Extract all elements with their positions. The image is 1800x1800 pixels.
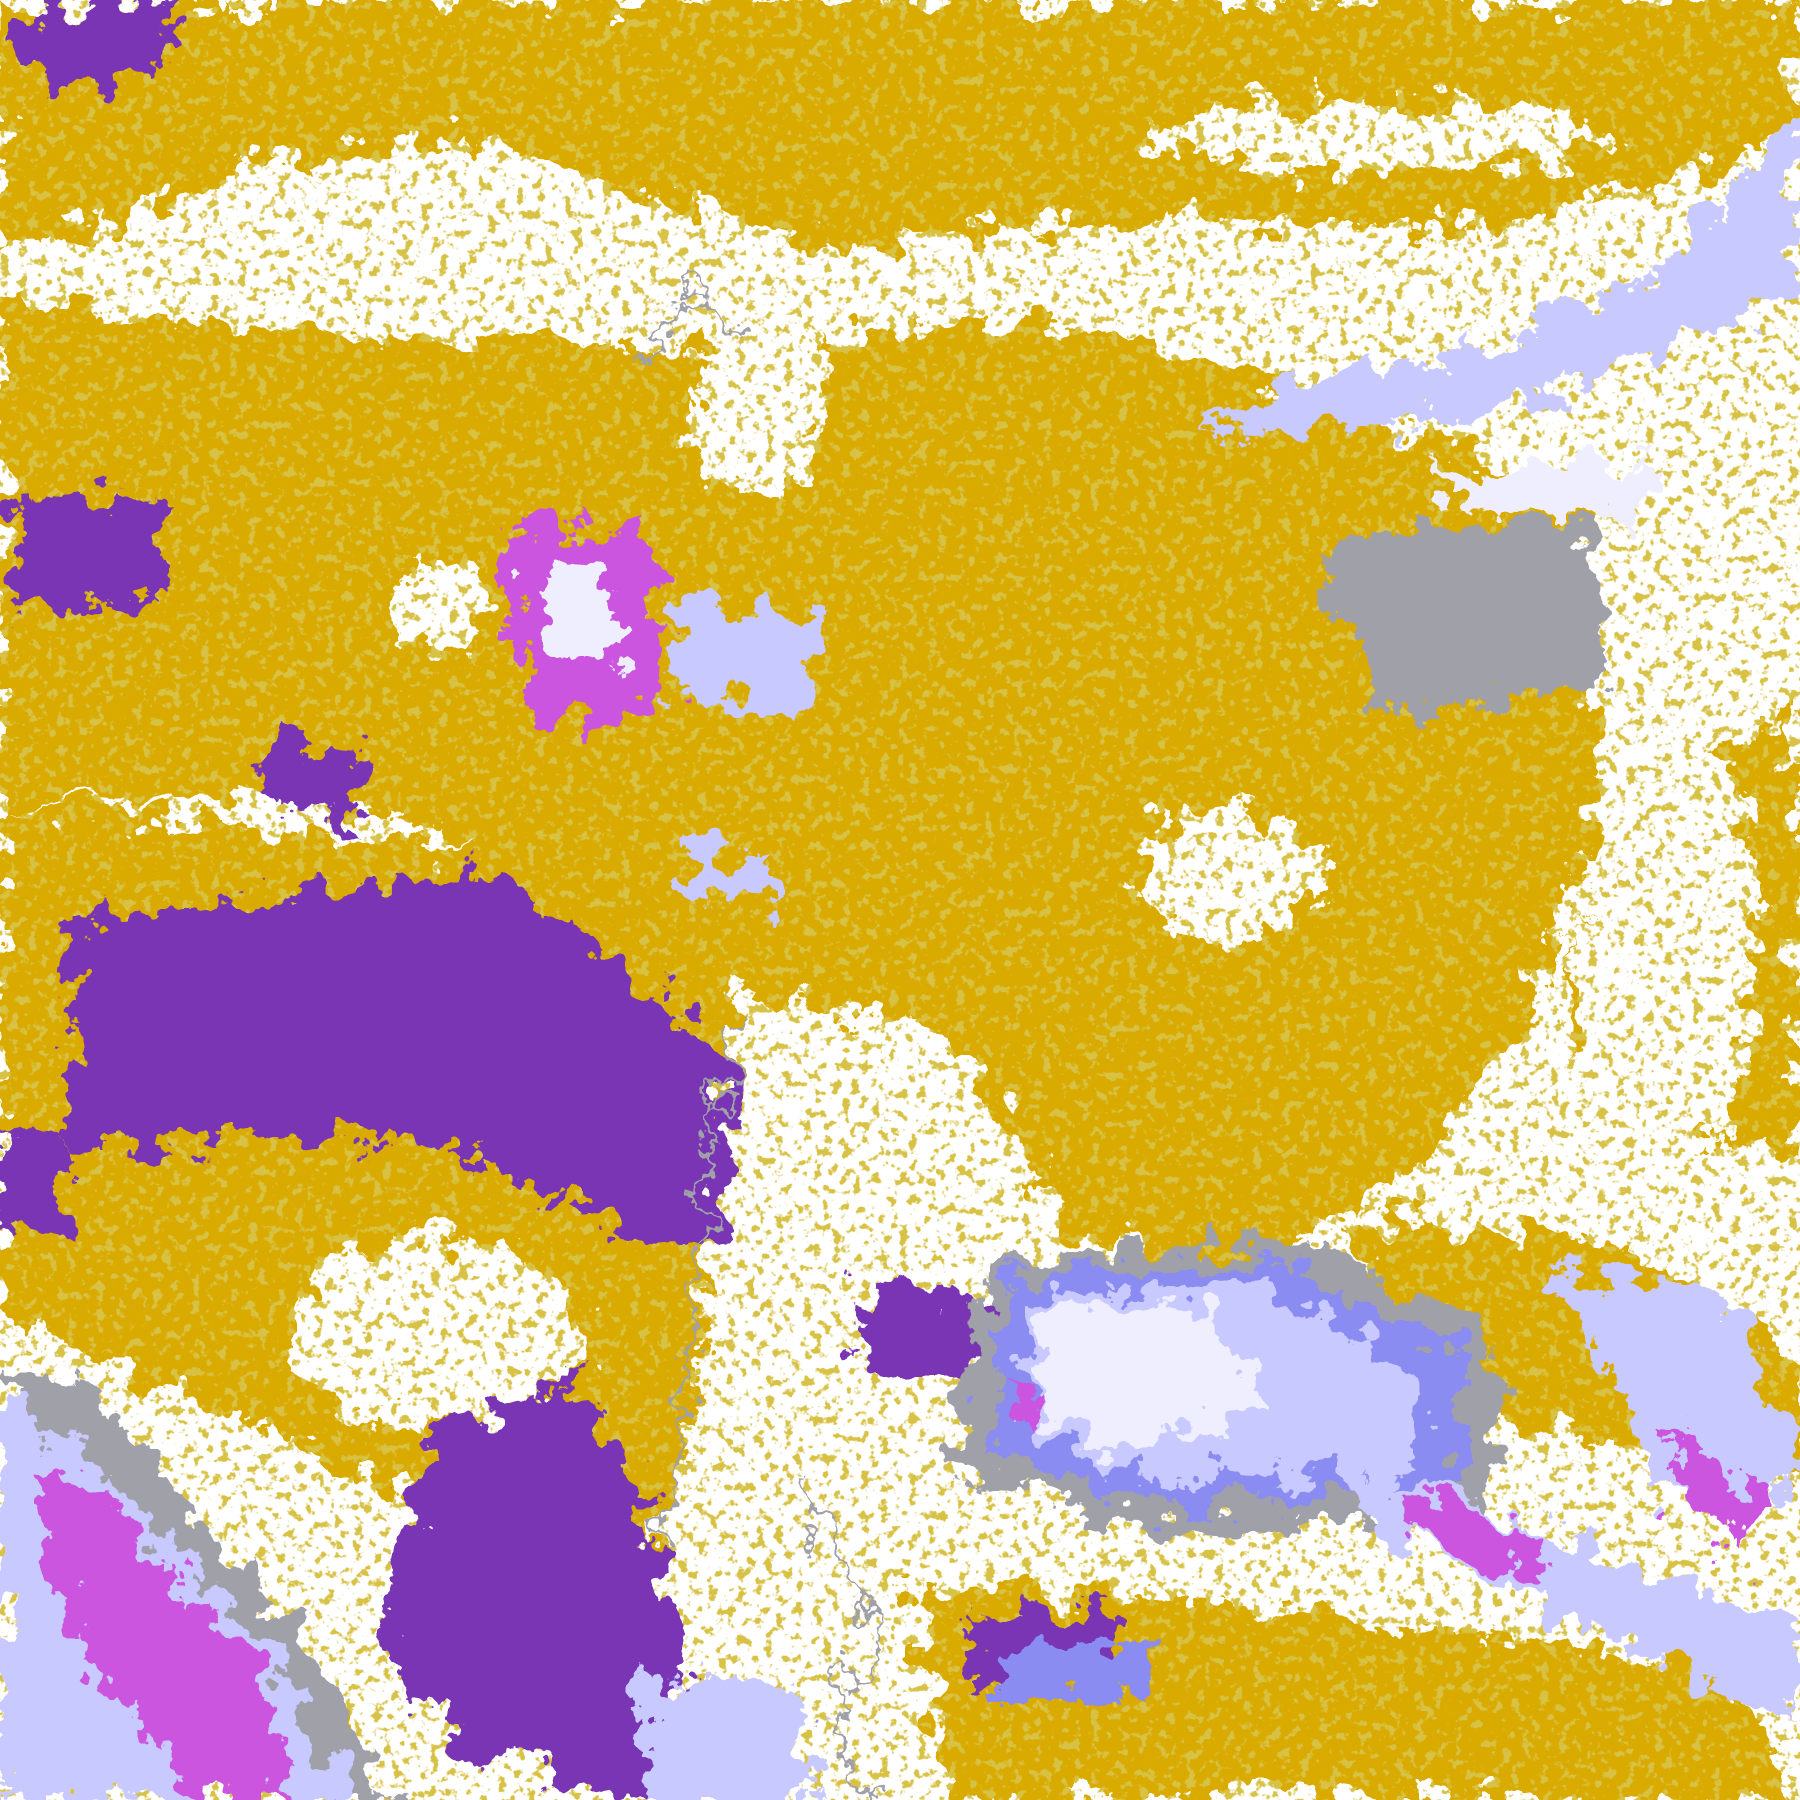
lavender-cloud-layer xyxy=(0,114,1800,1800)
purple-cloud-layer xyxy=(0,0,1722,1800)
magenta-cloud-cluster xyxy=(505,516,1034,1424)
gray-coastline-streaks xyxy=(640,283,876,1800)
